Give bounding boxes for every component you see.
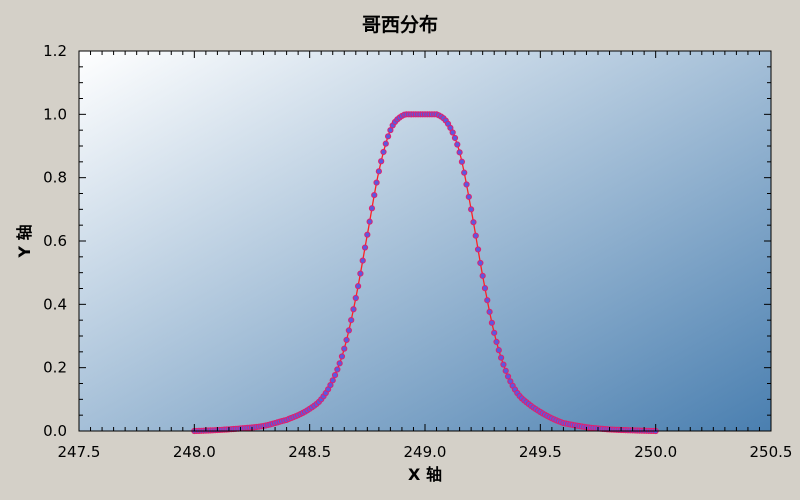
data-point bbox=[456, 149, 463, 156]
data-point bbox=[498, 354, 505, 361]
data-point bbox=[461, 169, 468, 176]
y-tick-label: 1.0 bbox=[43, 105, 67, 123]
data-point bbox=[331, 372, 339, 379]
data-point bbox=[486, 308, 493, 315]
chart-title: 哥西分布 bbox=[362, 13, 438, 36]
data-point bbox=[449, 129, 456, 136]
plot-area-frame bbox=[78, 50, 772, 432]
y-tick-label: 0.4 bbox=[43, 295, 67, 313]
x-tick-label: 247.5 bbox=[58, 443, 101, 461]
data-point bbox=[474, 246, 482, 253]
y-tick-label: 1.2 bbox=[43, 42, 67, 60]
data-point bbox=[378, 158, 385, 165]
data-point bbox=[463, 181, 470, 188]
data-point bbox=[384, 133, 392, 140]
data-point bbox=[382, 140, 389, 147]
y-tick-label: 0.0 bbox=[43, 422, 67, 440]
data-point bbox=[502, 367, 509, 374]
y-tick-label: 0.8 bbox=[43, 169, 67, 187]
data-point bbox=[352, 294, 359, 302]
data-point bbox=[343, 336, 350, 344]
data-point bbox=[504, 373, 512, 380]
x-axis-title: X 轴 bbox=[408, 465, 442, 484]
data-point bbox=[345, 327, 352, 334]
data-point bbox=[359, 257, 366, 264]
data-point bbox=[465, 193, 472, 200]
data-point bbox=[338, 353, 346, 360]
data-point bbox=[327, 382, 334, 389]
data-point bbox=[387, 127, 394, 134]
data-point bbox=[375, 168, 382, 175]
data-point bbox=[341, 345, 348, 352]
x-tick-label: 248.0 bbox=[173, 443, 216, 461]
data-point bbox=[458, 158, 466, 165]
data-point bbox=[368, 205, 376, 212]
data-point bbox=[361, 244, 369, 251]
x-tick-label: 248.5 bbox=[288, 443, 331, 461]
data-point bbox=[479, 272, 486, 279]
x-tick-label: 250.0 bbox=[634, 443, 677, 461]
plot-area-background bbox=[79, 51, 771, 431]
data-point bbox=[481, 285, 489, 292]
data-point bbox=[477, 259, 484, 267]
data-point bbox=[373, 179, 380, 186]
y-tick-label: 0.2 bbox=[43, 359, 67, 377]
data-point bbox=[500, 361, 507, 368]
y-axis-title: Y 轴 bbox=[15, 224, 34, 258]
data-point bbox=[336, 360, 343, 367]
data-point bbox=[470, 219, 477, 226]
data-point bbox=[350, 306, 357, 313]
x-tick-label: 249.5 bbox=[519, 443, 562, 461]
data-point bbox=[348, 316, 355, 324]
series-layer bbox=[191, 111, 659, 435]
x-tick-label: 249.0 bbox=[404, 443, 447, 461]
data-point bbox=[364, 231, 371, 238]
data-point bbox=[468, 206, 475, 213]
data-point bbox=[472, 232, 479, 239]
data-point bbox=[451, 134, 459, 142]
data-point bbox=[484, 297, 491, 304]
data-point bbox=[334, 366, 341, 373]
data-point bbox=[357, 270, 364, 277]
data-point bbox=[488, 319, 495, 326]
data-point bbox=[371, 191, 378, 199]
data-point bbox=[380, 148, 387, 156]
data-point bbox=[366, 218, 373, 225]
data-point bbox=[493, 338, 500, 345]
y-tick-label: 0.6 bbox=[43, 232, 67, 250]
data-point bbox=[495, 347, 502, 354]
data-point bbox=[329, 377, 336, 384]
data-point bbox=[355, 283, 362, 290]
data-point bbox=[454, 141, 461, 148]
axes-layer: 247.5 248.0 248.5 249.0 249.5 250.0 250.5 0.0 0.… bbox=[43, 42, 792, 461]
data-point bbox=[491, 329, 498, 336]
x-tick-label: 250.5 bbox=[750, 443, 793, 461]
